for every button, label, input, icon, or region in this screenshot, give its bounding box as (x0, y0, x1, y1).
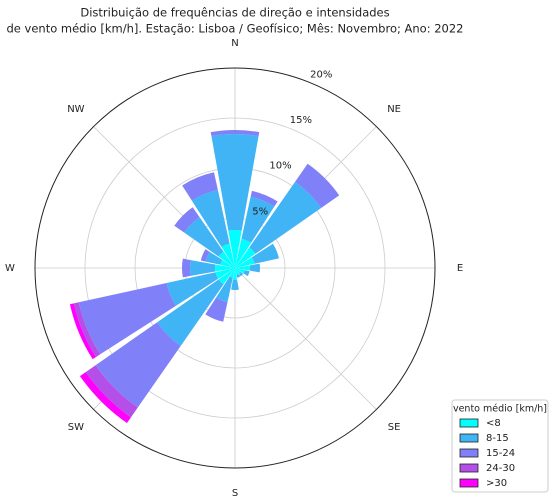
wedge-segment (79, 372, 131, 424)
legend-label: 8-15 (486, 433, 509, 444)
wedge-segment (182, 258, 191, 278)
r-tick-label: 5% (252, 206, 268, 217)
wedge-segment (220, 259, 235, 268)
wedge-segment (228, 230, 242, 268)
wedge-segment (239, 272, 244, 277)
wedge-segment (235, 247, 256, 268)
wedge-segment (200, 249, 210, 262)
wedge-segment (235, 268, 245, 274)
direction-label: S (232, 488, 238, 496)
direction-label: N (231, 38, 238, 49)
wedge-segment (241, 196, 275, 243)
wedge-segment (235, 268, 241, 274)
wedge-segment (182, 172, 218, 201)
wedge-segment (78, 283, 177, 355)
wedge-segment (250, 190, 278, 207)
grid-circle (84, 117, 386, 419)
wedge-segment (249, 181, 322, 254)
wedge-segment (95, 322, 181, 408)
wedge-segment (205, 297, 228, 322)
legend-swatch (459, 448, 479, 458)
legend-title: vento médio [km/h] (453, 404, 547, 415)
direction-label: W (5, 263, 15, 274)
wedge-segment (174, 207, 200, 233)
wedge-segment (205, 251, 223, 265)
wedge-segment (211, 134, 259, 231)
wedge-segment (221, 243, 235, 268)
legend-label: >30 (486, 478, 507, 489)
wedge-segment (231, 279, 239, 290)
wedge-segment (215, 264, 235, 272)
wedge-segment (235, 265, 250, 271)
direction-label: E (457, 263, 463, 274)
direction-label: SW (68, 422, 84, 433)
direction-label: NE (387, 104, 401, 115)
wedge-segment (232, 268, 238, 280)
wedge-segment (69, 303, 97, 360)
wedge-segment (85, 365, 138, 418)
wedge-segment (295, 163, 340, 208)
wedge-segment (243, 270, 250, 277)
wedge-segment (218, 268, 235, 285)
wedge-segment (191, 189, 230, 247)
legend-swatch (459, 463, 479, 473)
r-tick-label: 20% (310, 69, 332, 80)
wedge-segment (235, 257, 255, 268)
wedge-segment (215, 268, 235, 279)
grid-circle (34, 67, 436, 469)
wedge-segment (190, 260, 216, 276)
wedge-segment (216, 276, 233, 303)
direction-label: SE (388, 422, 401, 433)
wedge-segment (166, 272, 219, 306)
wedge-segment (251, 243, 279, 264)
wedge-segment (157, 279, 224, 346)
wedge-segment (235, 268, 239, 275)
direction-label: NW (67, 104, 84, 115)
wedge-segment (236, 273, 241, 278)
wedge-segment (235, 238, 252, 268)
wedge-segment (184, 217, 224, 257)
legend-label: <8 (486, 418, 501, 429)
wedge-segment (249, 263, 260, 273)
legend-label: 15-24 (486, 448, 515, 459)
r-tick-label: 10% (269, 161, 291, 172)
chart-title: de vento médio [km/h]. Estação: Lisboa /… (7, 22, 464, 36)
wedge-segment (229, 268, 235, 278)
legend-label: 24-30 (486, 463, 515, 474)
wedge-segment (210, 130, 260, 137)
legend-swatch (459, 418, 479, 428)
wedge-segment (73, 302, 101, 357)
legend-swatch (459, 478, 479, 488)
legend-swatch (459, 433, 479, 443)
wedge-segment (218, 251, 235, 268)
chart-title: Distribuição de frequências de direção e… (80, 6, 389, 20)
r-tick-label: 15% (290, 115, 312, 126)
